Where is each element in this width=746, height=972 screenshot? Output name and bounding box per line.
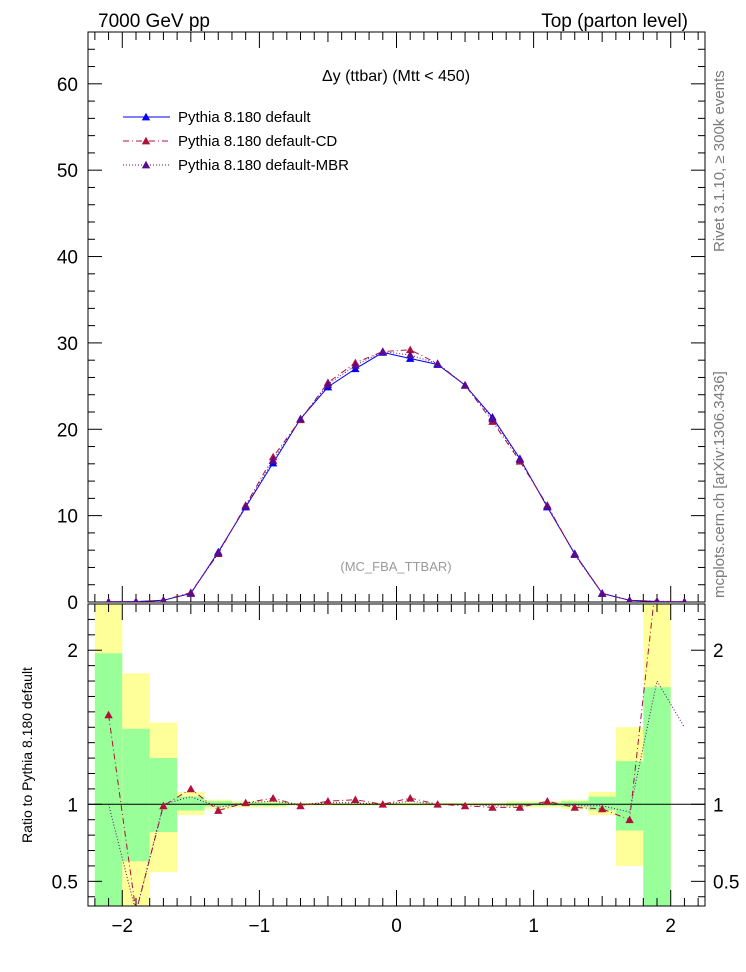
- series-marker-2: [488, 414, 497, 423]
- analysis-watermark: (MC_FBA_TTBAR): [340, 559, 451, 574]
- series-marker-2: [654, 597, 660, 602]
- ratio-marker: [323, 797, 333, 805]
- series-marker-2: [106, 597, 111, 602]
- ratio-series: [104, 604, 685, 906]
- ratio-marker: [186, 784, 196, 793]
- series-marker-2: [186, 589, 196, 597]
- ratio-marker: [159, 801, 168, 810]
- series-marker-1: [406, 345, 415, 354]
- ratio-y-tick-label-left: 2: [67, 641, 78, 662]
- series-marker-2: [682, 597, 687, 602]
- series-marker-2: [351, 361, 360, 369]
- y-tick-label: 40: [57, 248, 78, 269]
- ratio-marker: [241, 798, 250, 807]
- green-band-bin: [149, 758, 178, 833]
- main-series: [106, 345, 687, 602]
- ratio-marker: [378, 800, 387, 808]
- ratio-marker: [488, 803, 497, 811]
- ratio-marker: [433, 800, 442, 808]
- green-band-bin: [177, 796, 205, 811]
- x-tick-label: 0: [391, 916, 402, 937]
- ratio-marker: [406, 793, 415, 802]
- rivet-version-label: Rivet 3.1.10, ≥ 300k events: [711, 70, 728, 252]
- series-marker-2: [460, 381, 470, 389]
- series-marker-2: [214, 548, 223, 557]
- y-tick-label: 30: [57, 334, 78, 355]
- ratio-y-tick-labels: 0.5 0.5 1 1 2 2: [52, 641, 740, 893]
- ratio-marker: [460, 801, 470, 810]
- x-tick-label: −2: [111, 916, 133, 937]
- ratio-line-1: [108, 679, 685, 906]
- green-band-bin: [122, 728, 150, 862]
- main-frame: [87, 31, 706, 603]
- series-marker-2: [543, 501, 552, 510]
- y-tick-label: 50: [57, 161, 78, 182]
- series-marker-2: [433, 359, 442, 367]
- ratio-marker: [214, 806, 223, 814]
- x-tick-label: 2: [665, 916, 676, 937]
- x-tick-label: −1: [249, 916, 271, 937]
- series-marker-2: [296, 414, 305, 423]
- series-marker-2: [406, 350, 415, 359]
- x-tick-label: 1: [528, 916, 539, 937]
- ratio-y-tick-label-right: 2: [713, 641, 724, 662]
- series-marker-2: [160, 596, 167, 602]
- main-panel: 0 10 20 30 40 50 60 Δy (ttbar) (Mtt < 450) (MC…: [57, 31, 706, 614]
- ratio-y-tick-label-right: 1: [713, 795, 724, 816]
- main-y-tick-labels: 0 10 20 30 40 50 60: [57, 75, 78, 614]
- ratio-marker: [625, 815, 634, 824]
- green-band-bin: [643, 687, 671, 906]
- ratio-panel: 0.5 0.5 1 1 2 2 −2 −1 0 1 2 Ratio to Pythia 8.180…: [19, 603, 740, 937]
- uncertainty-bands: [94, 604, 671, 906]
- series-marker-2: [515, 455, 525, 463]
- series-marker-2: [241, 501, 250, 510]
- series-marker-2: [378, 347, 387, 355]
- legend-marker-0: [141, 112, 151, 121]
- ratio-y-tick-label-left: 0.5: [52, 872, 78, 893]
- legend-marker-1: [141, 136, 151, 145]
- ratio-y-tick-label-left: 1: [67, 795, 78, 816]
- y-tick-label: 60: [57, 75, 78, 96]
- legend-entry-1: Pythia 8.180 default-CD: [178, 133, 337, 150]
- ratio-marker: [543, 797, 552, 805]
- y-tick-label: 0: [67, 593, 78, 614]
- ratio-marker: [268, 793, 278, 802]
- series-marker-2: [626, 596, 633, 602]
- legend-marker-2: [141, 160, 151, 169]
- y-tick-label: 10: [57, 507, 78, 528]
- header-process-label: Top (parton level): [541, 11, 688, 32]
- x-tick-labels: −2 −1 0 1 2: [111, 916, 676, 937]
- ratio-y-tick-label-right: 0.5: [713, 872, 739, 893]
- y-tick-label: 20: [57, 420, 78, 441]
- ratio-marker: [351, 795, 360, 804]
- series-marker-2: [268, 456, 278, 464]
- ratio-marker: [104, 710, 113, 719]
- series-marker-2: [323, 380, 333, 388]
- series-marker-2: [597, 589, 607, 597]
- mcplots-label: mcplots.cern.ch [arXiv:1306.3436]: [711, 371, 728, 598]
- ratio-marker: [597, 804, 607, 813]
- ratio-background: [88, 604, 705, 906]
- series-marker-2: [570, 550, 579, 558]
- legend: Pythia 8.180 default Pythia 8.180 default…: [123, 109, 349, 174]
- series-marker-2: [133, 597, 139, 602]
- ratio-y-axis-label: Ratio to Pythia 8.180 default: [19, 667, 35, 843]
- ratio-marker: [515, 803, 525, 811]
- ratio-marker: [296, 801, 305, 810]
- chart-title: Δy (ttbar) (Mtt < 450): [322, 68, 470, 85]
- header-energy-label: 7000 GeV pp: [98, 11, 210, 32]
- legend-entry-2: Pythia 8.180 default-MBR: [178, 157, 349, 174]
- ratio-axis-ticks: [88, 604, 705, 906]
- legend-entry-0: Pythia 8.180 default: [178, 109, 311, 126]
- series-line-2: [108, 350, 685, 602]
- ratio-marker: [570, 803, 579, 811]
